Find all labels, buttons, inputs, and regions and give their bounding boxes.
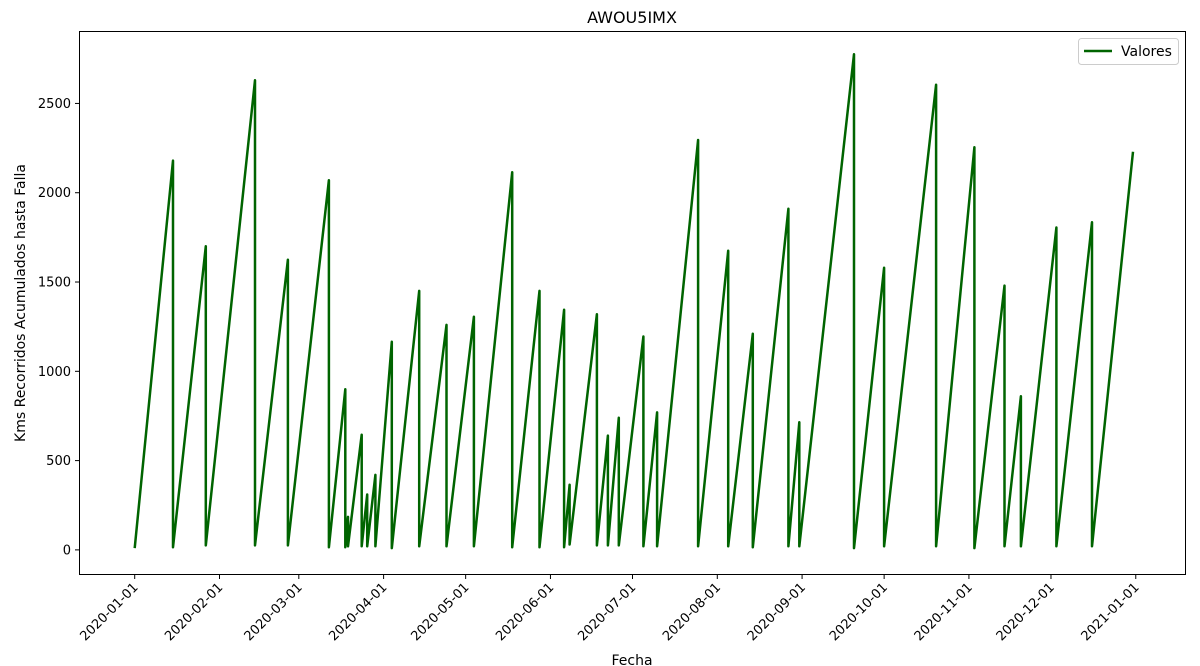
- legend-label-valores: Valores: [1121, 44, 1172, 60]
- y-axis: 0 500 1000 1500 2000 2500: [38, 97, 80, 558]
- y-tick-label: 2000: [38, 186, 71, 201]
- y-axis-title: Kms Recorridos Acumulados hasta Falla: [13, 164, 29, 442]
- legend-box: [1078, 38, 1179, 65]
- y-tick-label: 0: [63, 543, 71, 558]
- plot-frame: [79, 31, 1186, 575]
- y-tick-label: 1000: [38, 365, 71, 380]
- y-tick-label: 500: [46, 454, 71, 469]
- y-tick-label: 2500: [38, 97, 71, 112]
- series-line-valores: [133, 53, 1135, 550]
- y-tick-label: 1500: [38, 276, 71, 291]
- x-axis-title: Fecha: [611, 653, 652, 666]
- series-layer: [133, 53, 1135, 550]
- legend: Valores: [1078, 38, 1179, 65]
- chart-title: AWOU5IMX: [587, 8, 677, 27]
